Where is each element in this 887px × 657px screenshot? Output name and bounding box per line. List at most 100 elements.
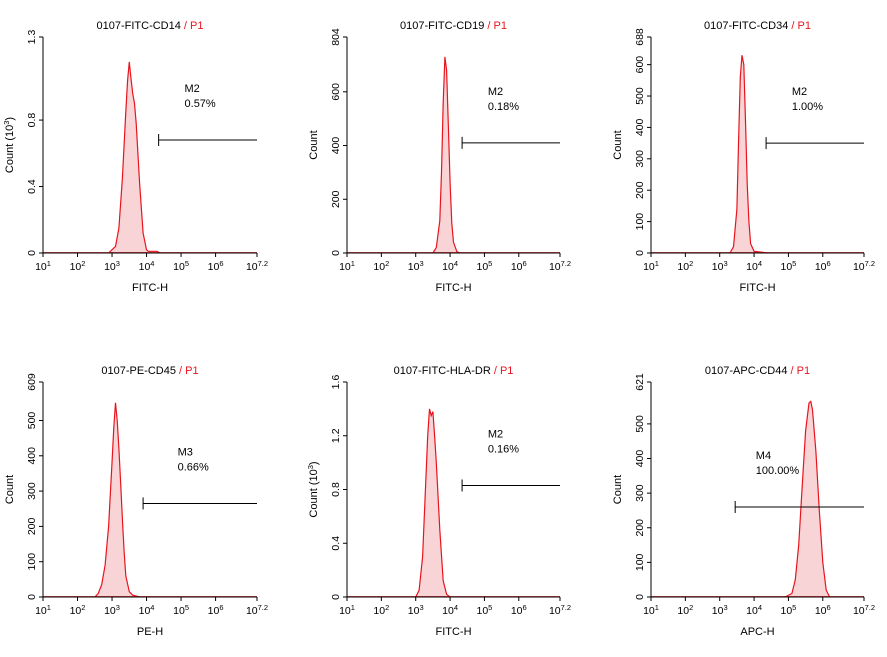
y-tick-label: 0.4 xyxy=(26,179,38,194)
histogram-line xyxy=(784,400,831,598)
y-tick-label: 300 xyxy=(26,482,38,500)
x-axis-label: FITC-H xyxy=(739,282,775,294)
x-tick-label: 105 xyxy=(476,603,492,617)
y-axis-label: Count xyxy=(612,130,624,159)
x-tick-label: 103 xyxy=(104,603,120,617)
y-tick-label: 500 xyxy=(634,87,646,105)
y-axis-label: Count (103) xyxy=(2,117,16,173)
y-tick-label: 300 xyxy=(634,484,646,502)
y-tick-label: 621 xyxy=(634,373,646,391)
panel-title-population: P1 xyxy=(190,20,203,32)
x-tick-label: 103 xyxy=(712,259,728,273)
x-tick-label: 107.2 xyxy=(549,259,571,273)
histogram-line xyxy=(108,61,161,254)
x-tick-label: 103 xyxy=(408,603,424,617)
x-tick-label: 107.2 xyxy=(246,259,268,273)
histogram-line xyxy=(729,55,768,254)
x-axis-label: PE-H xyxy=(137,626,163,638)
x-tick-label: 102 xyxy=(677,259,693,273)
x-tick-label: 103 xyxy=(104,259,120,273)
x-axis-label: FITC-H xyxy=(435,626,471,638)
panel-title-text: 0107-FITC-HLA-DR xyxy=(394,365,491,377)
x-tick-label: 102 xyxy=(373,603,389,617)
x-tick-label: 102 xyxy=(70,603,86,617)
panel-title: 0107-FITC-CD14 / P1 xyxy=(97,20,204,32)
x-tick-label: 101 xyxy=(35,603,51,617)
y-tick-label: 200 xyxy=(634,519,646,537)
gate-name: M2 xyxy=(488,86,503,98)
x-axis-label: FITC-H xyxy=(132,282,168,294)
y-tick-label: 0 xyxy=(26,250,38,256)
y-tick-label: 0 xyxy=(26,594,38,600)
x-tick-label: 105 xyxy=(780,603,796,617)
gate-percent: 0.57% xyxy=(185,98,216,110)
x-tick-label: 105 xyxy=(780,259,796,273)
x-tick-label: 104 xyxy=(139,259,155,273)
panel-title-population: P1 xyxy=(798,20,811,32)
y-tick-label: 200 xyxy=(634,181,646,199)
y-tick-label: 0 xyxy=(634,250,646,256)
histogram-panel: 0107-FITC-HLA-DR / P1 0 0.4 0.8 1.2 1.6 101 102… xyxy=(306,365,571,638)
x-tick-label: 105 xyxy=(173,603,189,617)
panel-title-separator: / xyxy=(491,365,500,377)
histogram-line xyxy=(415,408,451,598)
x-tick-label: 101 xyxy=(35,259,51,273)
panel-title: 0107-FITC-CD19 / P1 xyxy=(400,20,507,32)
y-tick-label: 1.2 xyxy=(330,428,342,443)
panel-title-text: 0107-FITC-CD19 xyxy=(400,20,484,32)
panel-title-text: 0107-PE-CD45 xyxy=(101,365,176,377)
panel-title-separator: / xyxy=(787,365,796,377)
y-tick-label: 500 xyxy=(26,412,38,430)
histogram-fill xyxy=(108,61,161,254)
y-tick-label: 0 xyxy=(330,250,342,256)
gate-name: M2 xyxy=(792,86,807,98)
x-tick-label: 107.2 xyxy=(549,603,571,617)
y-axis-label: Count xyxy=(612,475,624,504)
histogram-line xyxy=(432,56,461,254)
panel-title-separator: / xyxy=(176,365,185,377)
y-tick-label: 400 xyxy=(634,119,646,137)
y-tick-label: 100 xyxy=(634,213,646,231)
gate-name: M2 xyxy=(185,83,200,95)
x-tick-label: 106 xyxy=(208,259,224,273)
x-tick-label: 106 xyxy=(511,259,527,273)
panel-title-population: P1 xyxy=(185,365,198,377)
gate-name: M4 xyxy=(756,450,771,462)
x-tick-label: 101 xyxy=(339,259,355,273)
x-tick-label: 104 xyxy=(442,259,458,273)
x-tick-label: 106 xyxy=(208,603,224,617)
histogram-fill xyxy=(432,56,461,254)
x-tick-label: 102 xyxy=(70,259,86,273)
y-tick-label: 400 xyxy=(634,450,646,468)
histogram-panel: 0107-FITC-CD19 / P1 0 200 400 600 804 101 102 10… xyxy=(308,20,571,294)
y-tick-label: 500 xyxy=(634,415,646,433)
y-tick-label: 1.6 xyxy=(330,375,342,390)
x-axis-label: FITC-H xyxy=(435,282,471,294)
y-tick-label: 0.8 xyxy=(26,113,38,128)
histogram-panel: 0107-PE-CD45 / P1 0 100 200 300 400 500 609 101 1… xyxy=(4,365,268,638)
y-axis-label: Count (103) xyxy=(306,461,320,517)
panel-title-separator: / xyxy=(181,20,190,32)
y-tick-label: 0 xyxy=(634,594,646,600)
x-tick-label: 104 xyxy=(442,603,458,617)
y-axis-label: Count xyxy=(308,130,320,159)
y-tick-label: 100 xyxy=(634,553,646,571)
y-tick-label: 200 xyxy=(26,517,38,535)
panel-title-text: 0107-FITC-CD14 xyxy=(97,20,181,32)
y-tick-label: 400 xyxy=(330,137,342,155)
y-tick-label: 600 xyxy=(634,56,646,74)
histogram-panel: 0107-FITC-CD34 / P1 0 100 200 300 400 500 600 68… xyxy=(612,20,875,294)
gate-percent: 1.00% xyxy=(792,101,823,113)
histogram-fill xyxy=(730,55,768,254)
x-tick-label: 102 xyxy=(373,259,389,273)
panel-title: 0107-FITC-HLA-DR / P1 xyxy=(394,365,514,377)
gate-name: M3 xyxy=(178,446,193,458)
gate-percent: 100.00% xyxy=(756,465,800,477)
x-tick-label: 105 xyxy=(476,259,492,273)
x-tick-label: 101 xyxy=(643,259,659,273)
y-tick-label: 0.8 xyxy=(330,482,342,497)
x-tick-label: 103 xyxy=(408,259,424,273)
panel-title-population: P1 xyxy=(500,365,513,377)
panel-title-text: 0107-FITC-CD34 xyxy=(704,20,788,32)
x-tick-label: 107.2 xyxy=(246,603,268,617)
